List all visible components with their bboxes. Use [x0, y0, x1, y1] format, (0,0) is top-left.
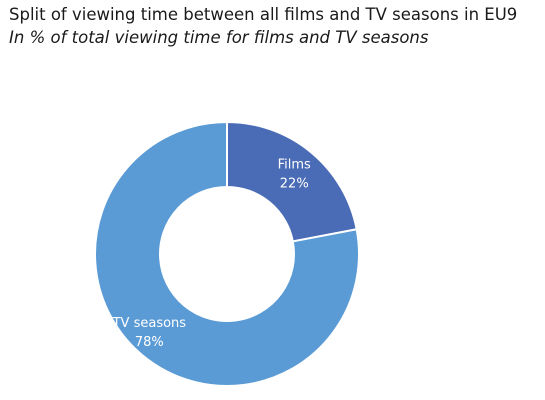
slice-films [226, 120, 358, 243]
slice-label-tv-seasons: TV seasons [112, 316, 187, 331]
slice-tv-seasons [94, 120, 360, 387]
chart-title: Split of viewing time between all films … [9, 5, 518, 24]
slice-label-films: Films [278, 158, 311, 173]
chart-subtitle: In % of total viewing time for films and… [9, 28, 429, 47]
slice-value-films: 22% [280, 177, 309, 192]
slice-value-tv-seasons: 78% [135, 335, 164, 350]
